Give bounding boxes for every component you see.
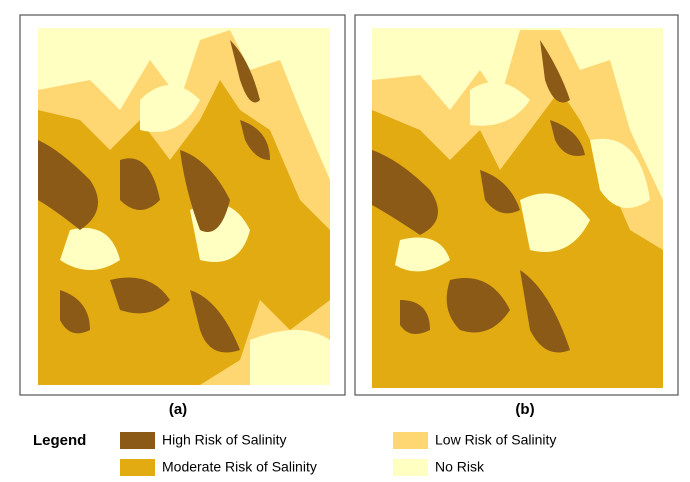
legend-label: No Risk (435, 459, 485, 475)
panel-label: (a) (169, 401, 187, 418)
legend-swatch (120, 432, 155, 449)
legend-swatch (393, 459, 428, 476)
figure: (a) (b) Legend High Risk of Salinity Mod… (0, 0, 690, 482)
legend-title: Legend (33, 432, 86, 449)
map-b (372, 28, 663, 388)
legend-label: Moderate Risk of Salinity (162, 459, 317, 475)
panel-label: (b) (515, 401, 534, 418)
legend-swatch (393, 432, 428, 449)
legend-label: Low Risk of Salinity (435, 432, 556, 448)
legend-swatch (120, 459, 155, 476)
map-a (38, 28, 330, 385)
legend-label: High Risk of Salinity (162, 432, 287, 448)
